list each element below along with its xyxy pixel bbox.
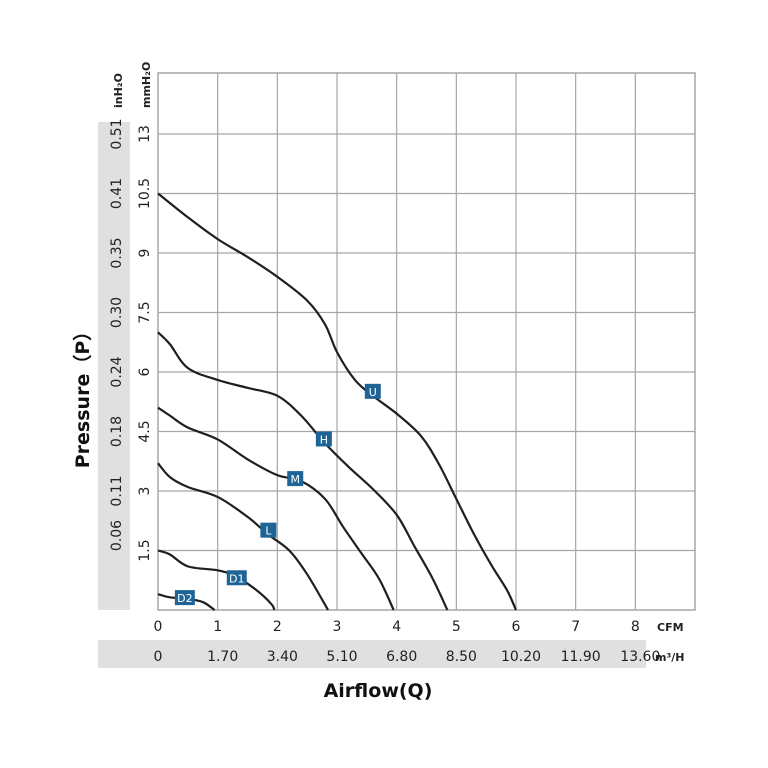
curve-l [157, 462, 329, 611]
curve-label-h: H [320, 433, 328, 446]
curve-label-box-h [315, 431, 332, 447]
y-tick-label: 7.5 [137, 301, 153, 323]
y-tick-label: 6 [137, 367, 153, 376]
curve-labels: U H M L D1 D2 [174, 383, 381, 606]
curve-label-box-u [364, 383, 381, 399]
y-tick-label: 9 [137, 249, 153, 258]
x-tick-label: 6 [512, 619, 521, 635]
y-tick-label: 4.5 [137, 420, 153, 442]
curve-u [157, 192, 518, 611]
plot-frame [157, 72, 696, 611]
x-primary-band [130, 610, 646, 640]
x-unit-secondary: m³/H [655, 651, 685, 664]
y-secondary-tick-label: 0.51 [109, 118, 125, 149]
y-secondary-tick-label: 0.18 [109, 416, 125, 447]
x-secondary-tick-label: 13.60 [620, 649, 660, 665]
x-secondary-tick-label: 3.40 [267, 649, 298, 665]
x-secondary-tick-label: 8.50 [446, 649, 477, 665]
x-secondary-tick-label: 0 [154, 649, 163, 665]
curve-label-box-d2 [174, 590, 195, 606]
x-unit-primary: CFM [657, 621, 684, 634]
grid-lines [157, 72, 696, 611]
x-secondary-tick-label: 5.10 [326, 649, 357, 665]
y-axis-secondary-ticks: 0.06 0.11 0.18 0.24 0.30 0.35 0.41 0.51 [109, 118, 125, 551]
y-unit-primary: mmH₂O [140, 62, 153, 108]
x-axis-secondary-ticks: 0 1.70 3.40 5.10 6.80 8.50 10.20 11.90 13.60 [154, 649, 661, 665]
y-tick-label: 13 [137, 125, 153, 143]
curve-label-box-d1 [226, 570, 247, 586]
x-tick-label: 2 [273, 619, 282, 635]
curve-label-box-l [260, 522, 277, 538]
x-secondary-tick-label: 6.80 [386, 649, 417, 665]
y-secondary-tick-label: 0.41 [109, 178, 125, 209]
y-secondary-tick-label: 0.30 [109, 297, 125, 328]
curve-label-d1: D1 [229, 572, 244, 585]
curve-label-box-m [287, 471, 304, 487]
curve-label-d2: D2 [177, 592, 192, 605]
x-tick-label: 0 [154, 619, 163, 635]
x-secondary-tick-label: 11.90 [561, 649, 601, 665]
x-tick-label: 3 [333, 619, 342, 635]
x-axis-title: Airflow(Q) [324, 680, 433, 702]
y-secondary-tick-label: 0.06 [109, 520, 125, 551]
x-tick-label: 7 [571, 619, 580, 635]
curve-label-m: M [290, 473, 300, 486]
curve-label-l: L [265, 525, 272, 538]
y-secondary-tick-label: 0.24 [109, 356, 125, 387]
x-secondary-tick-label: 1.70 [207, 649, 238, 665]
x-secondary-tick-label: 10.20 [501, 649, 541, 665]
y-tick-label: 3 [137, 487, 153, 496]
curve-h [157, 331, 449, 611]
y-secondary-band [98, 122, 130, 610]
y-tick-label: 1.5 [137, 539, 153, 561]
x-secondary-band [98, 640, 646, 668]
x-tick-label: 8 [631, 619, 640, 635]
curve-m [157, 406, 395, 611]
axis-bands [98, 122, 646, 668]
y-tick-label: 10.5 [137, 178, 153, 209]
y-axis-title: Pressure（P） [71, 322, 94, 469]
y-secondary-tick-label: 0.11 [109, 475, 125, 506]
x-tick-label: 4 [392, 619, 401, 635]
y-unit-secondary: inH₂O [112, 73, 125, 108]
x-axis-ticks: 0 1 2 3 4 5 6 7 8 [154, 619, 640, 635]
x-tick-label: 1 [213, 619, 222, 635]
curve-label-u: U [369, 386, 377, 399]
x-tick-label: 5 [452, 619, 461, 635]
y-axis-ticks: 1.5 3 4.5 6 7.5 9 10.5 13 [137, 125, 153, 562]
y-secondary-tick-label: 0.35 [109, 237, 125, 268]
